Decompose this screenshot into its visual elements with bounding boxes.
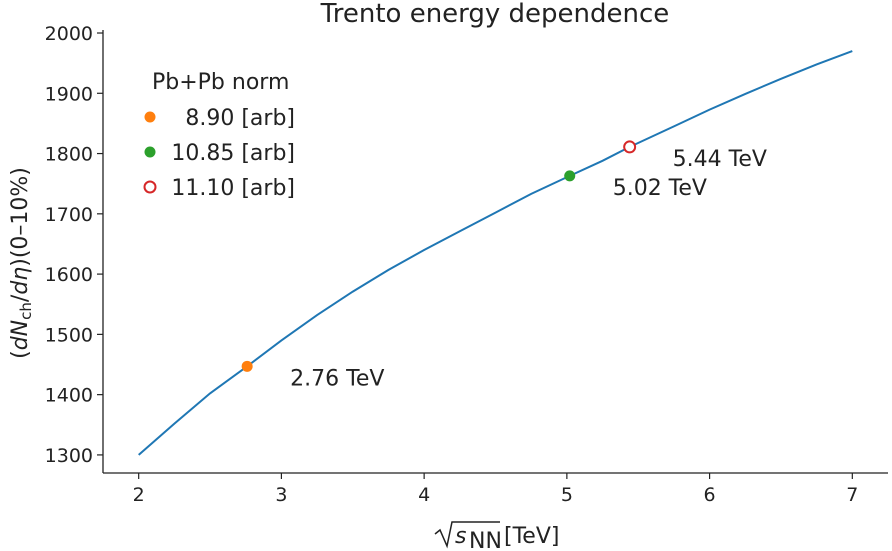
y-ticks: 1300 1400 1500 1600 1700 1800 1900 2000 [45,23,103,467]
axes [102,30,888,474]
x-tick-label: 5 [561,484,573,506]
y-tick-label: 1800 [45,144,93,166]
legend-label: 8.90 [arb] [185,106,295,131]
y-tick-label: 1600 [45,264,93,286]
y-tick-label: 1500 [45,324,93,346]
data-point [241,360,253,372]
svg-text:(dNch/dη)(0–10%): (dNch/dη)(0–10%) [8,167,35,359]
y-tick-label: 1400 [45,385,93,407]
point-annotation: 5.44 TeV [673,147,767,172]
legend-label: 10.85 [arb] [171,141,295,166]
legend-marker [143,180,157,194]
x-tick-label: 6 [704,484,716,506]
y-axis-label: (dNch/dη)(0–10%) [8,167,35,359]
data-points [241,140,637,372]
legend-marker [144,111,156,123]
y-tick-label: 1700 [45,204,93,226]
y-tick-label: 1900 [45,83,93,105]
x-axis-label-symbol: s [455,524,466,549]
x-ticks: 2 3 4 5 6 7 [133,473,858,506]
point-annotation: 5.02 TeV [613,176,707,201]
legend-label: 11.10 [arb] [171,176,295,201]
x-tick-label: 2 [133,484,145,506]
x-axis-label-subscript: NN [469,529,502,551]
legend-marker [144,146,156,158]
plot-area [138,50,853,456]
legend-title: Pb+Pb norm [152,70,289,95]
chart-title: Trento energy dependence [320,0,670,29]
x-tick-label: 3 [275,484,287,506]
data-point [564,170,576,182]
x-axis-label-unit: [TeV] [504,524,559,549]
point-annotation: 2.76 TeV [290,366,384,391]
sqrt-symbol [434,521,500,549]
x-tick-label: 7 [846,484,858,506]
annotations: 2.76 TeV 5.02 TeV 5.44 TeV [290,147,767,391]
x-axis-label: s NN [TeV] [434,521,559,551]
legend: Pb+Pb norm 8.90 [arb] 10.85 [arb] 11.10 [a… [143,70,295,201]
x-tick-label: 4 [418,484,430,506]
series-line [138,50,853,456]
data-point [623,140,637,154]
y-tick-label: 2000 [45,23,93,45]
y-tick-label: 1300 [45,445,93,467]
